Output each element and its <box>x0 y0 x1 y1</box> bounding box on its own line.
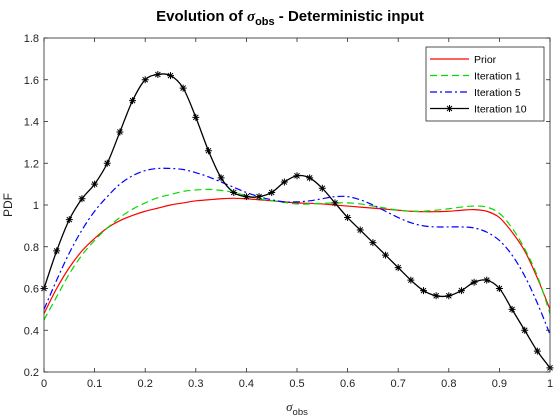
asterisk-marker <box>103 159 111 167</box>
curves <box>40 71 554 372</box>
y-tick-label: 0.6 <box>24 284 39 296</box>
y-tick-label: 1.4 <box>24 117 39 129</box>
x-tick-label: 0.4 <box>239 378 254 390</box>
asterisk-marker <box>204 147 212 155</box>
asterisk-marker <box>306 174 314 182</box>
asterisk-marker <box>344 214 352 222</box>
asterisk-marker <box>356 226 364 234</box>
asterisk-marker <box>78 195 86 203</box>
asterisk-marker <box>331 199 339 207</box>
asterisk-marker <box>483 276 491 284</box>
asterisk-marker <box>192 113 200 121</box>
plot-frame <box>43 37 551 373</box>
asterisk-marker <box>495 285 503 292</box>
asterisk-marker <box>470 278 478 286</box>
x-tick-label: 0.2 <box>138 378 153 390</box>
asterisk-marker <box>91 180 99 188</box>
y-tick-label: 1.6 <box>24 75 39 87</box>
asterisk-marker <box>394 264 402 272</box>
asterisk-marker <box>293 172 301 180</box>
y-tick-label: 0.2 <box>24 367 39 379</box>
x-tick-label: 0.7 <box>391 378 406 390</box>
asterisk-marker <box>242 193 250 201</box>
legend-label-iteration-1: Iteration 1 <box>474 70 521 82</box>
y-tick-label: 1.8 <box>24 33 39 45</box>
series-line-iteration-1 <box>43 188 551 321</box>
asterisk-marker <box>407 276 415 284</box>
y-tick-label: 0.4 <box>24 325 39 337</box>
asterisk-marker <box>446 105 453 112</box>
legend: Prior Iteration 1 Iteration 5 Iteration 10 <box>425 46 545 122</box>
asterisk-marker <box>53 247 61 255</box>
series-iteration-5 <box>43 167 551 335</box>
legend-label-iteration-5: Iteration 5 <box>474 87 521 99</box>
x-tick-label: 1 <box>547 378 553 390</box>
y-tick-label: 1.2 <box>24 158 39 170</box>
asterisk-marker <box>533 347 541 355</box>
x-tick-label: 0.3 <box>188 378 203 390</box>
asterisk-marker <box>129 97 137 105</box>
asterisk-marker <box>508 305 516 313</box>
asterisk-marker <box>154 71 162 79</box>
legend-label-prior: Prior <box>474 54 497 66</box>
y-axis-label: PDF <box>1 193 15 217</box>
asterisk-marker <box>141 76 149 84</box>
y-tick-label: 1 <box>33 200 39 212</box>
asterisk-marker <box>230 188 238 196</box>
asterisk-marker <box>318 184 326 192</box>
asterisk-marker <box>217 174 225 182</box>
y-axis-ticks: 0.2 0.4 0.6 0.8 1 1.2 1.4 1.6 1.8 <box>24 33 550 379</box>
asterisk-marker <box>65 216 73 224</box>
asterisk-marker <box>382 251 390 259</box>
x-tick-label: 0.8 <box>441 378 456 390</box>
asterisk-marker <box>179 84 187 92</box>
x-axis-label: σobs <box>286 399 308 418</box>
asterisk-marker <box>280 178 288 186</box>
asterisk-marker <box>420 287 427 295</box>
series-line-prior <box>43 197 551 314</box>
asterisk-marker <box>432 292 440 300</box>
asterisk-marker <box>521 326 529 334</box>
legend-label-iteration-10: Iteration 10 <box>474 103 527 115</box>
series-line-iteration-5 <box>43 167 551 335</box>
y-tick-label: 0.8 <box>24 242 39 254</box>
asterisk-marker <box>369 239 377 247</box>
series-prior <box>43 197 551 314</box>
asterisk-marker <box>445 292 453 300</box>
asterisk-marker <box>457 287 465 295</box>
asterisk-marker <box>255 193 263 201</box>
asterisk-marker <box>116 128 124 136</box>
chart-title: Evolution of σobs - Deterministic input <box>156 8 424 28</box>
x-axis-ticks: 0 0.1 0.2 0.3 0.4 0.5 0.6 0.7 0.8 0.9 1 <box>41 38 553 390</box>
asterisk-marker <box>167 72 174 80</box>
x-tick-label: 0.1 <box>87 378 102 390</box>
x-tick-label: 0.5 <box>289 378 304 390</box>
x-tick-label: 0.9 <box>492 378 507 390</box>
series-iteration-1 <box>43 188 551 321</box>
x-tick-label: 0.6 <box>340 378 355 390</box>
x-tick-label: 0 <box>41 378 47 390</box>
asterisk-marker <box>268 188 276 196</box>
